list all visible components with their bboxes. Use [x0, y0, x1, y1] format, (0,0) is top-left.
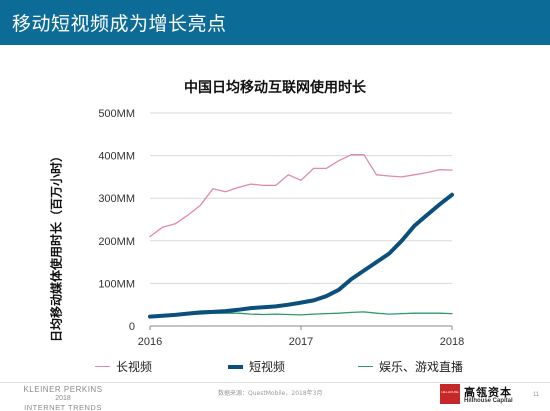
legend-item-live-streaming: 娱乐、游戏直播 — [358, 358, 463, 375]
page-title: 移动短视频成为增长亮点 — [12, 13, 227, 35]
y-tick-label: 200MM — [98, 236, 135, 248]
chart-title: 中国日均移动互联网使用时长 — [184, 80, 366, 96]
legend-label-short-video: 短视频 — [249, 360, 286, 374]
kpcb-brand: KLEINER PERKINS 2018 INTERNET TRENDS — [8, 385, 118, 411]
y-tick-label: 0 — [129, 321, 135, 333]
header-bar: 移动短视频成为增长亮点 — [0, 0, 550, 45]
brand-line-2: 2018 — [55, 395, 71, 402]
brand-line-3: INTERNET TRENDS — [24, 403, 102, 411]
y-tick-label: 500MM — [98, 108, 135, 120]
x-tick-label: 2017 — [289, 336, 313, 348]
legend-swatch-long-video — [95, 365, 110, 368]
x-tick-label: 2018 — [440, 336, 464, 348]
legend-label-live-streaming: 娱乐、游戏直播 — [379, 360, 464, 374]
legend-item-long-video: 长视频 — [95, 358, 152, 375]
hillhouse-logo-icon: HILLHOUSE — [440, 384, 460, 404]
logo-box-text: HILLHOUSE — [441, 390, 459, 394]
legend-swatch-live-streaming — [358, 365, 373, 368]
legend-swatch-short-video — [228, 364, 243, 369]
page-number: 11 — [533, 392, 540, 398]
series-line-1 — [148, 192, 454, 319]
logo-chinese-name: 高瓴资本 — [464, 386, 512, 399]
legend-item-short-video: 短视频 — [228, 358, 285, 375]
y-tick-label: 100MM — [98, 278, 135, 290]
y-tick-label: 400MM — [98, 151, 135, 163]
source-note: 数据来源：QuestMobile，2018年3月 — [218, 390, 323, 397]
legend-label-long-video: 长视频 — [116, 360, 153, 374]
x-tick-label: 2016 — [138, 336, 162, 348]
footer-divider — [0, 382, 550, 383]
brand-line-1: KLEINER PERKINS — [23, 385, 103, 394]
logo-english-name: Hillhouse Capital — [464, 398, 513, 404]
y-tick-label: 300MM — [98, 193, 135, 205]
series-line-0 — [149, 154, 453, 238]
chart-legend: 长视频 短视频 娱乐、游戏直播 — [95, 358, 495, 376]
